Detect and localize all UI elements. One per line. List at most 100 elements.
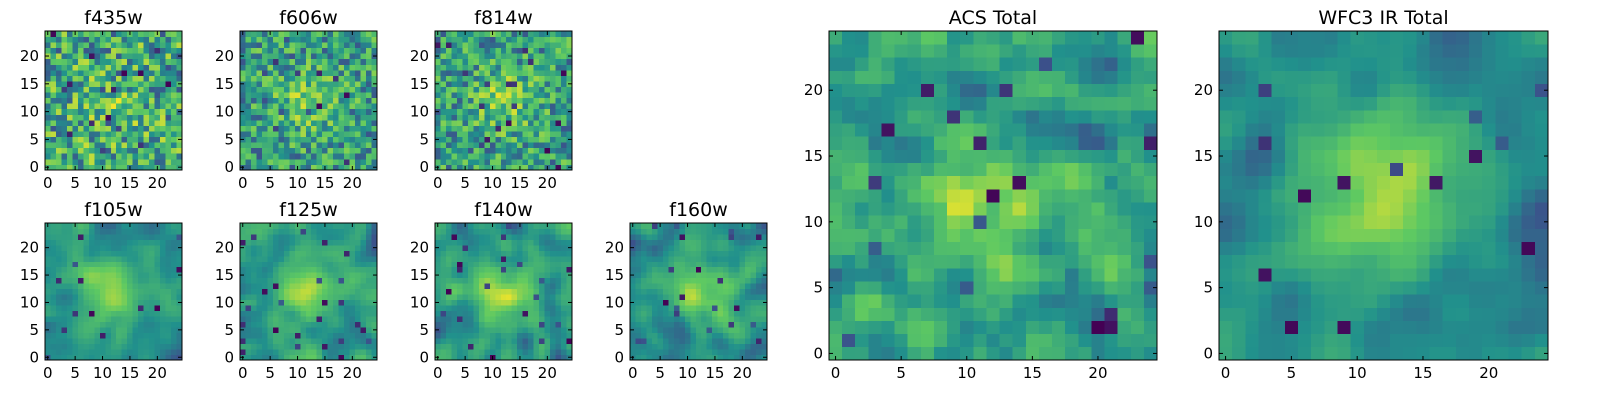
heatmap-cell xyxy=(305,42,312,49)
heatmap-cell xyxy=(684,228,691,235)
heatmap-cell xyxy=(250,255,257,262)
heatmap-cell xyxy=(635,294,642,301)
heatmap-cell xyxy=(240,228,246,235)
heatmap-cell xyxy=(1038,175,1053,190)
heatmap-cell xyxy=(561,261,567,268)
heatmap-cell xyxy=(1052,215,1066,229)
heatmap-cell xyxy=(261,338,268,344)
heatmap-cell xyxy=(668,255,675,262)
heatmap-cell xyxy=(261,266,268,273)
heatmap-cell xyxy=(478,42,485,49)
heatmap-cell xyxy=(116,327,123,333)
heatmap-cell xyxy=(467,266,474,273)
heatmap-cell xyxy=(550,261,556,268)
heatmap-cell xyxy=(338,288,345,295)
heatmap-cell xyxy=(327,75,334,82)
heatmap-cell xyxy=(539,75,545,82)
heatmap-cell xyxy=(842,241,856,256)
heatmap-cell xyxy=(349,36,356,43)
heatmap-cell xyxy=(761,288,768,295)
heatmap-cell xyxy=(756,316,762,323)
heatmap-cell xyxy=(338,244,345,251)
heatmap-cell xyxy=(651,283,658,290)
heatmap-cell xyxy=(138,125,145,132)
heatmap-cell xyxy=(272,103,279,110)
heatmap-cell xyxy=(294,283,301,290)
heatmap-cell xyxy=(440,255,447,262)
heatmap-cell xyxy=(544,97,551,104)
heatmap-cell xyxy=(72,119,79,126)
heatmap-cell xyxy=(651,272,658,279)
heatmap-cell xyxy=(261,64,268,71)
heatmap-cell xyxy=(517,299,524,306)
heatmap-cell xyxy=(289,131,296,138)
heatmap-cell xyxy=(522,299,529,306)
heatmap-cell xyxy=(1038,267,1053,282)
heatmap-cell xyxy=(651,332,658,339)
heatmap-cell xyxy=(1012,281,1027,295)
heatmap-cell xyxy=(160,310,166,317)
heatmap-cell xyxy=(1025,241,1040,256)
heatmap-cell xyxy=(355,136,361,143)
heatmap-cell xyxy=(1130,254,1145,269)
heatmap-cell xyxy=(533,42,540,49)
heatmap-cell xyxy=(143,147,150,154)
heatmap-cell xyxy=(684,261,691,268)
heatmap-cell xyxy=(300,239,307,246)
heatmap-cell xyxy=(462,142,469,149)
heatmap-cell xyxy=(517,288,524,295)
heatmap-cell xyxy=(245,255,252,262)
heatmap-cell xyxy=(138,31,145,37)
heatmap-cell xyxy=(484,136,491,143)
heatmap-cell xyxy=(121,47,128,54)
heatmap-cell xyxy=(94,343,101,350)
heatmap-cell xyxy=(160,42,166,49)
heatmap-cell xyxy=(679,255,686,262)
heatmap-cell xyxy=(695,354,702,361)
heatmap-cell xyxy=(668,321,675,328)
heatmap-cell xyxy=(734,277,740,284)
heatmap-cell xyxy=(283,305,290,312)
heatmap-cell xyxy=(250,69,257,76)
heatmap-cell xyxy=(240,97,246,104)
heatmap-cell xyxy=(511,164,518,171)
heatmap-cell xyxy=(355,97,361,104)
heatmap-cell xyxy=(294,266,301,273)
heatmap-cell xyxy=(283,354,290,361)
heatmap-cell xyxy=(435,36,441,43)
heatmap-cell xyxy=(322,299,329,306)
panel-title: f160w xyxy=(669,199,728,221)
heatmap-cell xyxy=(973,294,987,308)
heatmap-cell xyxy=(355,233,361,240)
heatmap-cell xyxy=(349,266,356,273)
heatmap-cell xyxy=(712,244,719,251)
heatmap-cell xyxy=(561,81,567,87)
heatmap-cell xyxy=(355,119,361,126)
heatmap-cell xyxy=(555,255,562,262)
heatmap-cell xyxy=(467,283,474,290)
heatmap-cell xyxy=(154,233,161,240)
heatmap-cell xyxy=(561,332,567,339)
heatmap-cell xyxy=(94,294,101,301)
heatmap-cell xyxy=(366,86,372,93)
heatmap-cell xyxy=(511,31,518,37)
heatmap-cell xyxy=(338,343,345,350)
heatmap-cell xyxy=(712,283,719,290)
heatmap-cell xyxy=(445,64,452,71)
heatmap-cell xyxy=(154,114,161,121)
heatmap-cell xyxy=(105,81,112,87)
heatmap-cell xyxy=(99,338,106,344)
heatmap-cell xyxy=(61,299,68,306)
heatmap-cell xyxy=(132,75,139,82)
heatmap-cell xyxy=(662,266,669,273)
heatmap-cell xyxy=(344,97,350,104)
heatmap-cell xyxy=(261,69,268,76)
heatmap-cell xyxy=(673,349,680,355)
heatmap-cell xyxy=(138,305,145,312)
heatmap-cell xyxy=(344,147,350,154)
heatmap-cell xyxy=(651,228,658,235)
heatmap-cell xyxy=(127,97,134,104)
heatmap-cell xyxy=(868,267,882,282)
heatmap-cell xyxy=(154,343,161,350)
heatmap-cell xyxy=(171,31,177,37)
